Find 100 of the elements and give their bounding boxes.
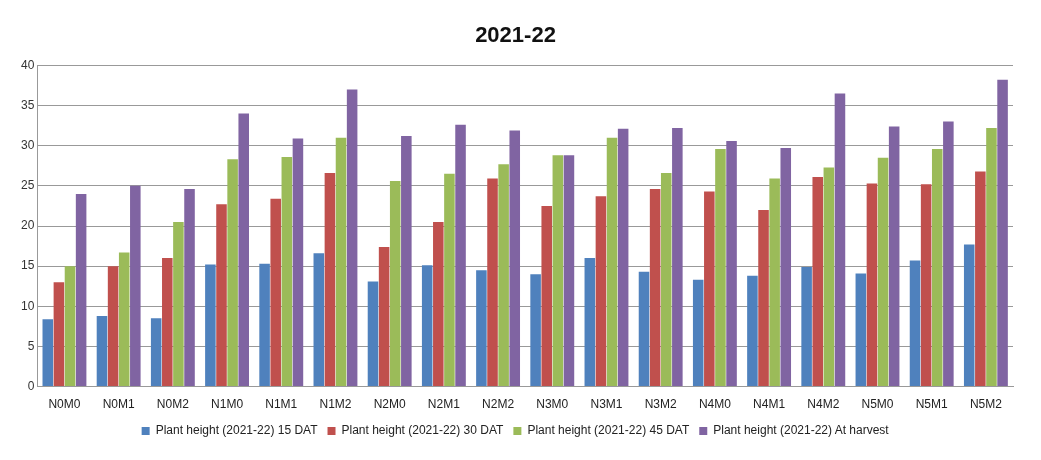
bar: [455, 124, 466, 387]
bar: [421, 265, 433, 387]
bar: [238, 113, 249, 387]
y-tick-label: 20: [20, 218, 35, 233]
bar: [888, 126, 900, 387]
bar: [292, 138, 304, 387]
x-tick-label: N0M1: [102, 397, 135, 412]
y-tick-label: 15: [20, 258, 35, 273]
x-tick-label: N1M0: [211, 397, 244, 412]
bar: [389, 181, 401, 387]
bar: [270, 198, 281, 387]
y-tick-label: 0: [27, 378, 35, 393]
y-tick-label: 10: [20, 298, 35, 313]
bar: [487, 178, 498, 387]
bar: [335, 137, 347, 387]
bar: [877, 157, 889, 387]
x-tick-label: N2M0: [373, 397, 406, 412]
y-tick-label: 40: [20, 57, 35, 72]
bar: [595, 196, 607, 387]
x-tick-label: N1M1: [265, 397, 298, 412]
bar: [205, 264, 216, 387]
bar: [53, 282, 65, 387]
bar: [313, 253, 325, 387]
y-tick-label: 5: [27, 338, 35, 353]
bar: [184, 189, 195, 387]
x-tick-label: N5M0: [861, 397, 894, 412]
x-tick-label: N5M2: [969, 397, 1003, 412]
bar: [324, 173, 336, 387]
bar: [963, 244, 975, 387]
x-tick-label: N5M1: [915, 397, 949, 412]
bar: [433, 221, 444, 387]
bar: [834, 93, 846, 387]
x-tick-label: N4M2: [807, 397, 840, 412]
chart-title: 2021-22: [475, 22, 556, 48]
x-tick-label: N4M1: [753, 397, 786, 412]
bar: [855, 273, 867, 387]
x-tick-label: N0M0: [48, 397, 81, 412]
legend-label: Plant height (2021-22) 30 DAT: [341, 423, 505, 438]
bar: [606, 137, 618, 387]
bar: [509, 130, 521, 387]
bar: [931, 148, 943, 387]
x-tick-label: N3M1: [590, 397, 623, 412]
x-tick-label: N1M2: [319, 397, 352, 412]
bar: [780, 148, 792, 387]
bar: [530, 274, 541, 387]
y-tick-label: 35: [20, 97, 35, 112]
bar: [64, 266, 76, 387]
bar: [715, 148, 726, 387]
x-tick-label: N3M2: [644, 397, 678, 412]
bar: [444, 173, 455, 387]
bar: [638, 271, 650, 387]
x-tick-label: N2M1: [427, 397, 461, 412]
bar: [563, 155, 575, 387]
x-tick-label: N2M2: [482, 397, 515, 412]
bar: [150, 318, 162, 387]
bar: [130, 185, 141, 387]
bar: [672, 128, 683, 387]
bar: [769, 178, 780, 387]
legend-label: Plant height (2021-22) 15 DAT: [155, 423, 319, 438]
bar: [541, 205, 552, 387]
y-tick-label: 30: [20, 138, 35, 153]
bar: [162, 258, 173, 387]
bar: [42, 319, 54, 387]
bar: [649, 189, 661, 387]
bar: [920, 184, 932, 387]
bar: [823, 167, 835, 387]
bar: [259, 263, 270, 387]
bar: [975, 171, 986, 387]
bar: [346, 89, 358, 387]
bar: [216, 204, 227, 387]
x-tick-label: N4M0: [698, 397, 732, 412]
bar: [660, 173, 672, 387]
bar: [173, 221, 184, 387]
bar: [476, 270, 487, 387]
bar: [281, 156, 293, 387]
bar: [75, 193, 87, 387]
bar: [401, 136, 412, 387]
bar: [584, 258, 596, 387]
bar: [758, 209, 769, 387]
legend-label: Plant height (2021-22) At harvest: [713, 423, 890, 438]
legend-label: Plant height (2021-22) 45 DAT: [527, 423, 690, 438]
x-tick-label: N0M2: [156, 397, 190, 412]
y-tick-label: 25: [20, 178, 35, 193]
bar: [812, 177, 824, 387]
bar: [367, 281, 379, 387]
bar: [617, 128, 629, 387]
bar: [118, 252, 130, 387]
bar: [498, 164, 509, 387]
bar: [107, 266, 119, 387]
bar: [692, 279, 704, 387]
bar: [378, 246, 390, 387]
bar: [227, 159, 238, 387]
bar: [552, 155, 564, 387]
bar: [726, 140, 737, 387]
bar: [704, 191, 715, 387]
bar: [943, 121, 954, 387]
bar: [96, 315, 108, 387]
bar: [986, 128, 997, 387]
bar: [866, 183, 878, 387]
x-tick-label: N3M0: [536, 397, 569, 412]
